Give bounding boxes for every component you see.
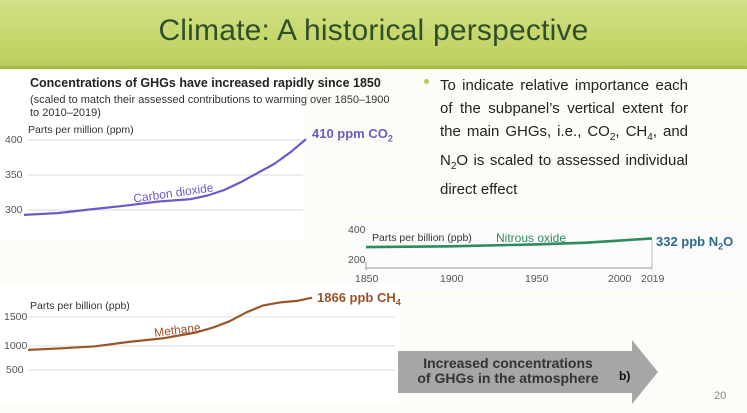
figure-subheading-cont: to 2010–2019) [30, 107, 101, 119]
ch4-end-label: 1866 ppb CH4 [317, 290, 401, 308]
n2o-xtick-1850: 1850 [355, 273, 379, 285]
ch4-tick-500: 500 [6, 364, 24, 376]
arrow-label-line1: Increased concentrations [423, 355, 593, 371]
n2o-xtick-2000: 2000 [608, 273, 632, 285]
ch4-tick-1500: 1500 [4, 311, 28, 323]
ch4-series-line [27, 296, 313, 351]
co2-tick-400: 400 [5, 134, 23, 146]
ch4-unit-label: Parts per billion (ppb) [30, 300, 130, 312]
figure-heading: Concentrations of GHGs have increased ra… [30, 76, 381, 90]
co2-end-label: 410 ppm CO2 [312, 126, 393, 144]
arrow-label-line2: of GHGs in the atmosphere [417, 370, 599, 386]
title-bar [0, 0, 747, 69]
bullet-dot [424, 79, 429, 84]
co2-series-line [23, 138, 307, 216]
n2o-xtick-1900: 1900 [440, 273, 464, 285]
n2o-tick-200: 200 [348, 254, 366, 266]
n2o-tick-400: 400 [348, 224, 366, 236]
n2o-series-line [365, 237, 653, 249]
arrow-shape [398, 340, 658, 404]
slide-title: Climate: A historical perspective [158, 14, 589, 47]
panel-letter: b) [619, 369, 631, 383]
n2o-series-name: Nitrous oxide [496, 231, 567, 245]
n2o-xtick-2019: 2019 [641, 273, 665, 285]
n2o-xtick-1950: 1950 [525, 273, 549, 285]
figure-subheading: (scaled to match their assessed contribu… [30, 94, 390, 106]
co2-unit-label: Parts per million (ppm) [28, 124, 134, 136]
ch4-panel [0, 285, 400, 403]
n2o-panel [345, 220, 745, 292]
co2-tick-350: 350 [5, 169, 23, 181]
co2-tick-300: 300 [5, 204, 23, 216]
n2o-unit-label: Parts per billion (ppb) [372, 232, 472, 244]
bullet-text: To indicate relative importance each of … [440, 77, 688, 198]
ch4-tick-1000: 1000 [4, 340, 28, 352]
co2-panel [0, 72, 305, 240]
n2o-end-label: 332 ppb N2O [656, 234, 734, 252]
page-number: 20 [714, 390, 727, 402]
arrow-label: Increased concentrations of GHGs in the … [402, 356, 614, 386]
